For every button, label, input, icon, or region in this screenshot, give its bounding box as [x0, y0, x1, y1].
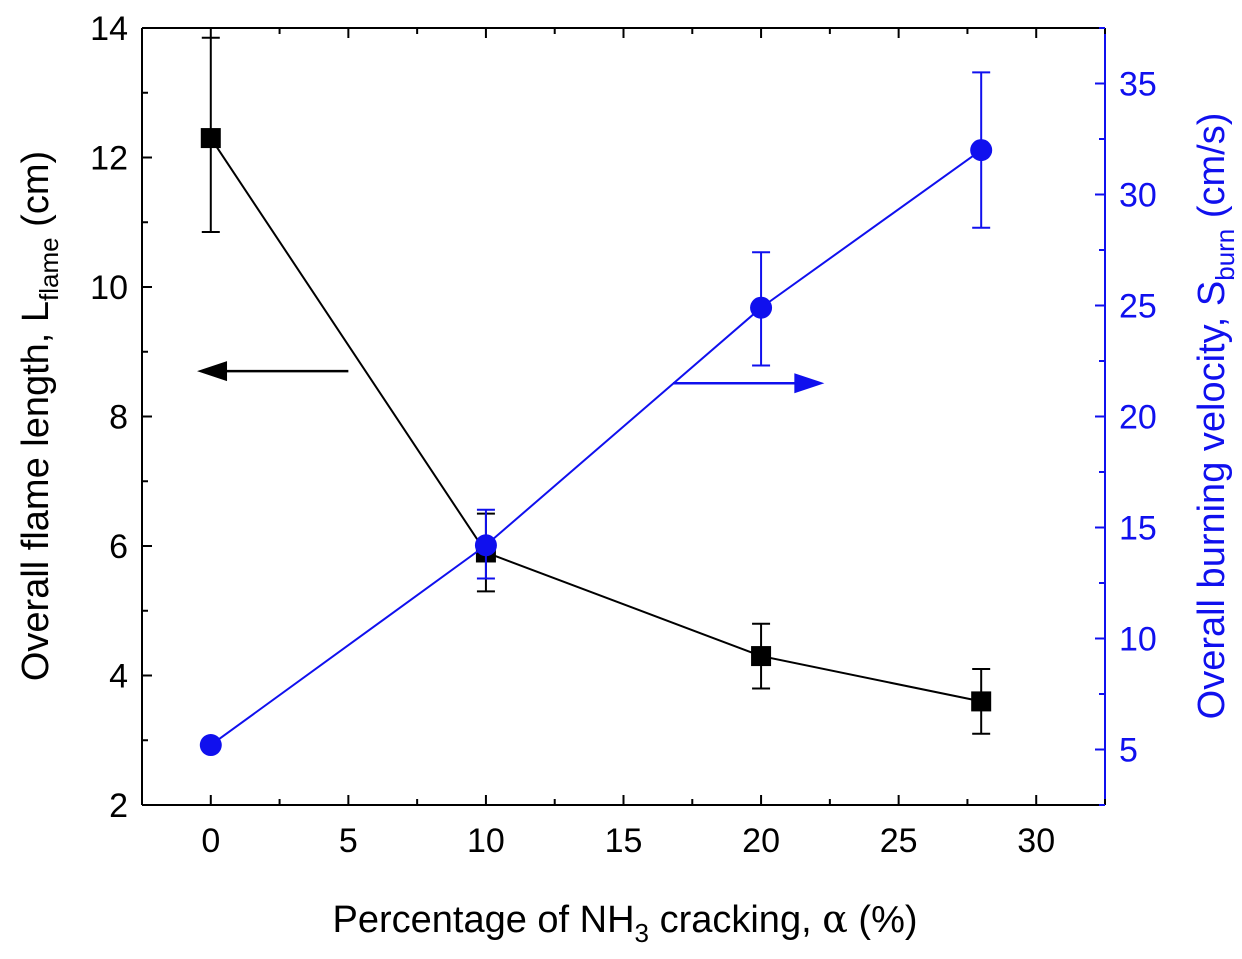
left-y-tick-label: 8 — [109, 399, 128, 437]
x-tick-label: 0 — [201, 822, 220, 860]
flame-length-point — [971, 691, 992, 712]
left-y-tick-label: 14 — [90, 10, 128, 48]
left-arrow-head — [197, 361, 228, 382]
flame-length-point — [200, 128, 221, 149]
right-y-tick-label: 5 — [1119, 732, 1138, 770]
burning-velocity-line — [210, 149, 982, 746]
x-axis-title: Percentage of NH3 cracking, α (%) — [332, 897, 917, 948]
right-y-axis-title: Overall burning velocity, Sburn (cm/s) — [1191, 113, 1240, 720]
left-y-tick-label: 2 — [109, 787, 128, 825]
x-tick-label: 5 — [339, 822, 358, 860]
left-y-tick-label: 4 — [109, 658, 128, 696]
annotations-layer — [197, 361, 825, 394]
left-y-tick-label: 12 — [90, 140, 128, 178]
right-y-tick-label: 25 — [1119, 288, 1157, 326]
left-y-axis-title: Overall flame length, Lflame (cm) — [15, 151, 64, 681]
x-tick-label: 25 — [880, 822, 918, 860]
right-arrow-head — [794, 373, 825, 394]
series-layer — [199, 36, 993, 757]
flame-length-line — [209, 137, 982, 703]
right-y-tick-label: 30 — [1119, 177, 1157, 215]
flame-length-point — [751, 646, 772, 667]
x-tick-label: 10 — [467, 822, 505, 860]
burning-velocity-point — [474, 534, 497, 557]
right-y-tick-label: 35 — [1119, 66, 1157, 104]
x-tick-label: 20 — [742, 822, 780, 860]
burning-velocity-point — [970, 139, 993, 162]
left-y-tick-label: 6 — [109, 528, 128, 566]
right-y-tick-label: 15 — [1119, 510, 1157, 548]
right-y-tick-label: 10 — [1119, 621, 1157, 659]
x-tick-label: 15 — [605, 822, 643, 860]
right-y-tick-label: 20 — [1119, 399, 1157, 437]
burning-velocity-point — [199, 734, 222, 757]
plot-frame — [141, 27, 1106, 806]
burning-velocity-point — [750, 296, 773, 319]
x-tick-label: 30 — [1017, 822, 1055, 860]
axes-ticks: 0 5 10 15 20 25 30 2 4 6 8 10 12 14 5 10 15 20 25 30 35 — [90, 10, 1157, 860]
left-y-tick-label: 10 — [90, 269, 128, 307]
